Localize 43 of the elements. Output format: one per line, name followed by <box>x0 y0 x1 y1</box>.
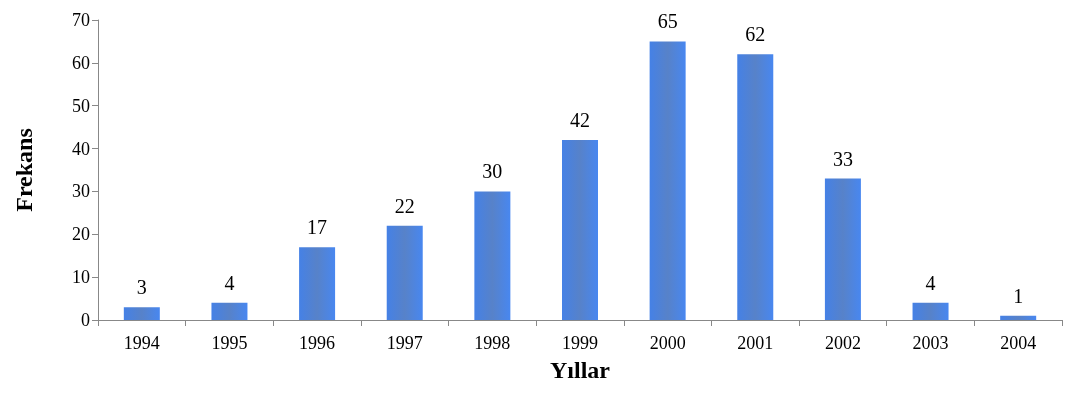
data-label: 4 <box>925 271 936 294</box>
y-tick-label: 60 <box>72 52 90 73</box>
x-tick-label: 2002 <box>824 333 861 353</box>
y-tick-label: 20 <box>72 224 90 245</box>
y-axis-title: Frekans <box>11 128 37 212</box>
y-tick-label: 10 <box>72 267 90 288</box>
x-tick-label: 1996 <box>299 333 336 353</box>
bar <box>386 225 423 320</box>
data-label: 30 <box>482 160 503 183</box>
x-tick-label: 1999 <box>562 333 598 353</box>
data-label: 17 <box>307 216 328 239</box>
bar <box>824 178 861 320</box>
x-tick-label: 2004 <box>1000 333 1037 353</box>
x-tick-label: 2000 <box>649 333 686 353</box>
y-tick-label: 70 <box>72 10 90 30</box>
bar <box>211 302 248 320</box>
data-label: 42 <box>570 109 590 131</box>
x-tick-label: 2003 <box>912 333 949 353</box>
bar <box>562 140 598 320</box>
data-label: 22 <box>394 194 415 217</box>
y-tick-label: 30 <box>72 181 90 202</box>
bar <box>299 247 336 320</box>
x-axis-title: Yıllar <box>550 357 611 383</box>
bar <box>649 41 686 320</box>
y-tick-label: 40 <box>72 138 90 159</box>
bar <box>737 54 774 320</box>
x-tick-label: 1994 <box>123 333 160 353</box>
y-tick-label: 50 <box>72 95 90 116</box>
x-tick-label: 2001 <box>737 333 774 353</box>
bar <box>474 191 511 320</box>
data-label: 62 <box>745 23 766 46</box>
data-label: 65 <box>657 10 678 33</box>
x-tick-label: 1995 <box>211 333 248 353</box>
data-label: 1 <box>1013 284 1024 307</box>
data-label: 4 <box>224 271 235 294</box>
x-tick-label: 1997 <box>386 333 423 353</box>
data-label: 3 <box>136 276 147 299</box>
bar <box>123 307 160 320</box>
data-label: 33 <box>832 147 853 170</box>
bar <box>912 302 949 320</box>
x-tick-label: 1998 <box>474 333 511 353</box>
y-tick-label: 0 <box>81 310 90 330</box>
bar <box>1000 315 1037 320</box>
